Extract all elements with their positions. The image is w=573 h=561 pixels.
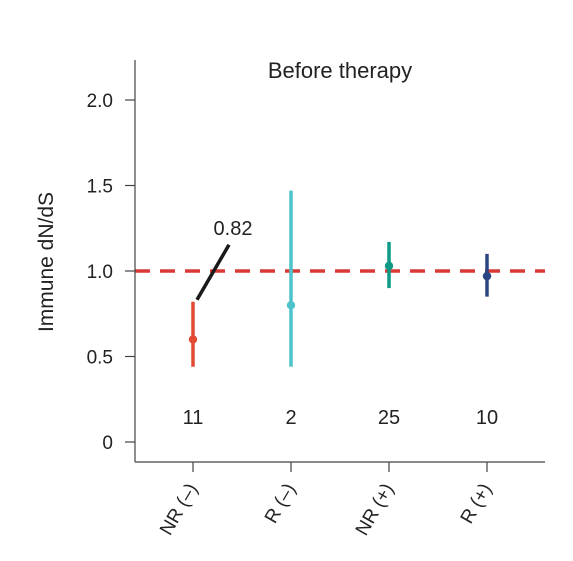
annotation-label: 0.82 <box>214 218 253 240</box>
x-tick-label: R (–) <box>261 480 300 527</box>
data-point <box>384 261 394 271</box>
n-label: 25 <box>378 407 400 429</box>
x-tick-label: NR (+) <box>352 480 398 539</box>
y-tick-label: 1.0 <box>87 262 113 283</box>
data-point <box>188 335 198 344</box>
data-point <box>286 301 296 310</box>
y-axis-ticks: 0 0.5 1.0 1.5 2.0 <box>87 91 135 454</box>
data-point <box>482 271 492 281</box>
n-label: 11 <box>183 407 204 429</box>
annotation-leader <box>195 243 231 301</box>
n-label: 10 <box>476 407 498 429</box>
n-label: 2 <box>285 407 296 429</box>
chart-title: Before therapy <box>268 58 412 83</box>
y-axis-label: Immune dN/dS <box>35 192 58 332</box>
series-layer <box>188 190 492 367</box>
y-tick-label: 2.0 <box>87 91 113 112</box>
x-tick-label: R (+) <box>457 480 497 528</box>
y-tick-label: 0 <box>102 433 113 454</box>
sample-size-labels: 11 2 25 10 <box>183 407 499 429</box>
annotation-layer: 0.82 <box>195 218 253 301</box>
y-tick-label: 0.5 <box>87 348 113 369</box>
y-tick-label: 1.5 <box>87 177 113 198</box>
x-tick-label: NR (–) <box>156 480 202 539</box>
x-axis-ticks: NR (–) R (–) NR (+) R (+) <box>156 462 496 539</box>
